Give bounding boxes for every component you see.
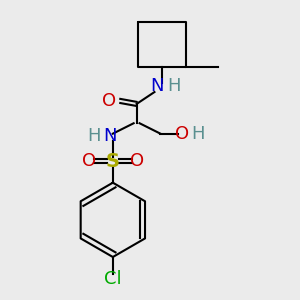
Text: H: H xyxy=(87,127,100,145)
Text: H: H xyxy=(168,77,181,95)
Text: N: N xyxy=(151,77,164,95)
Text: N: N xyxy=(103,127,117,145)
Text: S: S xyxy=(106,152,120,171)
Text: O: O xyxy=(130,152,144,170)
Text: O: O xyxy=(175,125,189,143)
Text: Cl: Cl xyxy=(104,270,122,288)
Text: O: O xyxy=(82,152,96,170)
Text: O: O xyxy=(102,92,116,110)
Text: H: H xyxy=(192,125,205,143)
